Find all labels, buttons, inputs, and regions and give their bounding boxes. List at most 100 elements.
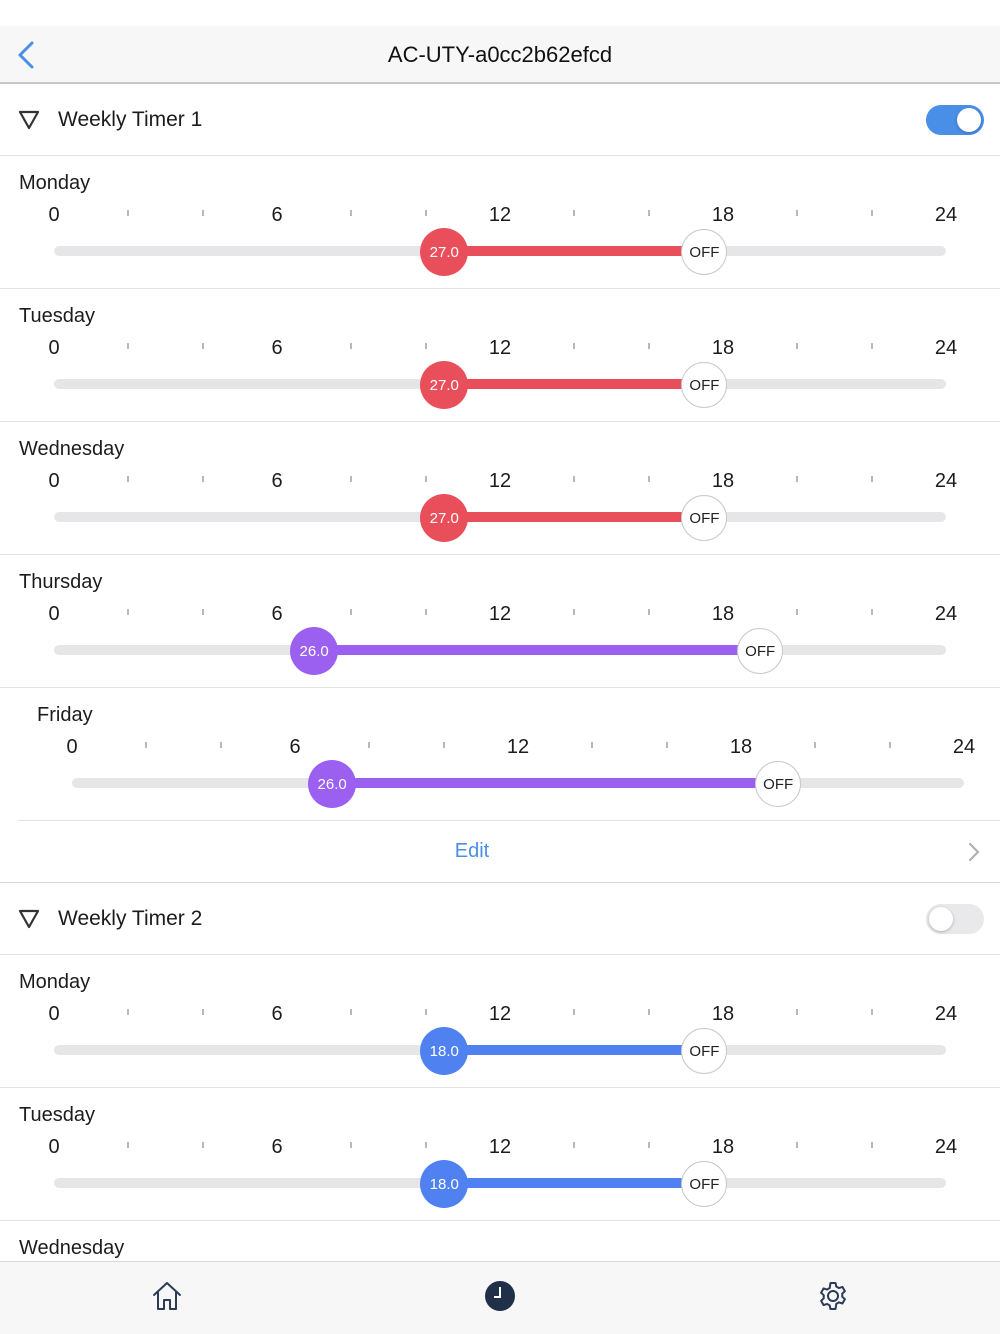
off-handle[interactable]: OFF — [681, 229, 728, 275]
tick-mark — [424, 343, 427, 349]
day-row[interactable]: Monday 0 6 12 18 24 18.0 OFF — [0, 955, 1000, 1088]
tick-mark — [127, 1142, 130, 1148]
day-name: Wednesday — [19, 438, 125, 460]
tick-mark — [573, 1142, 576, 1148]
triangle-down-icon[interactable] — [18, 909, 40, 929]
tick-mark — [201, 609, 204, 615]
temperature-handle[interactable]: 27.0 — [420, 361, 469, 409]
temperature-handle[interactable]: 26.0 — [308, 760, 357, 808]
timeline-range — [444, 1045, 705, 1055]
tick-mark — [201, 343, 204, 349]
tick-mark — [796, 210, 799, 216]
off-handle[interactable]: OFF — [681, 362, 728, 408]
timeline-range — [314, 645, 761, 655]
axis-label: 24 — [934, 1003, 958, 1025]
tick-mark — [201, 476, 204, 482]
axis-label: 12 — [488, 470, 512, 492]
day-row[interactable]: Tuesday 0 6 12 18 24 18.0 OFF — [0, 1088, 1000, 1221]
edit-button[interactable]: Edit — [454, 840, 490, 862]
timeline-range — [444, 246, 705, 256]
day-name: Monday — [19, 971, 91, 993]
tick-mark — [424, 210, 427, 216]
toggle-knob — [929, 907, 953, 931]
tick-mark — [350, 1142, 353, 1148]
temperature-handle[interactable]: 18.0 — [420, 1160, 469, 1208]
off-handle[interactable]: OFF — [755, 761, 802, 807]
timer-header-1[interactable]: Weekly Timer 1 — [0, 84, 1000, 156]
tick-mark — [573, 476, 576, 482]
timer-header-2[interactable]: Weekly Timer 2 — [0, 883, 1000, 955]
day-row[interactable]: Monday 0 6 12 18 24 27.0 OFF — [0, 156, 1000, 289]
axis-label: 24 — [934, 603, 958, 625]
tick-mark — [350, 1009, 353, 1015]
tick-mark — [127, 343, 130, 349]
day-row[interactable]: Tuesday 0 6 12 18 24 27.0 OFF — [0, 289, 1000, 422]
day-row[interactable]: Wednesday 0 6 12 18 24 27.0 OFF — [0, 422, 1000, 555]
axis-label: 18 — [711, 603, 735, 625]
axis-label: 24 — [934, 1136, 958, 1158]
temperature-handle[interactable]: 18.0 — [420, 1027, 469, 1075]
tick-mark — [870, 476, 873, 482]
axis-label: 0 — [66, 736, 78, 758]
tick-mark — [350, 210, 353, 216]
tick-mark — [219, 742, 222, 748]
off-handle[interactable]: OFF — [681, 1161, 728, 1207]
tick-mark — [127, 476, 130, 482]
tick-mark — [350, 476, 353, 482]
off-handle[interactable]: OFF — [737, 628, 784, 674]
temperature-handle[interactable]: 27.0 — [420, 228, 469, 276]
tick-mark — [350, 609, 353, 615]
axis-label: 6 — [271, 1003, 283, 1025]
day-row[interactable]: Friday 0 6 12 18 24 26.0 OFF — [18, 688, 1000, 821]
tick-mark — [201, 210, 204, 216]
chevron-right-icon — [968, 842, 980, 862]
day-row[interactable]: Wednesday — [0, 1221, 1000, 1261]
gear-icon — [820, 1282, 846, 1310]
triangle-down-icon[interactable] — [18, 110, 40, 130]
tick-mark — [647, 609, 650, 615]
axis-label: 12 — [488, 204, 512, 226]
axis-label: 0 — [48, 603, 60, 625]
tick-mark — [573, 1009, 576, 1015]
tick-mark — [870, 210, 873, 216]
status-bar — [0, 0, 1000, 26]
tick-mark — [870, 1142, 873, 1148]
tick-mark — [796, 1142, 799, 1148]
navigation-bar: AC-UTY-a0cc2b62efcd — [0, 26, 1000, 84]
axis-label: 0 — [48, 1136, 60, 1158]
tick-mark — [888, 742, 891, 748]
edit-row[interactable]: Edit — [0, 821, 1000, 883]
chevron-left-icon — [18, 41, 34, 69]
tick-mark — [424, 609, 427, 615]
axis-label: 18 — [711, 1136, 735, 1158]
timer-list[interactable]: Weekly Timer 1 Monday 0 6 12 18 24 27.0 OFF Tue… — [0, 84, 1000, 1261]
temperature-handle[interactable]: 27.0 — [420, 494, 469, 542]
tick-mark — [573, 210, 576, 216]
off-handle[interactable]: OFF — [681, 1028, 728, 1074]
tab-timer[interactable] — [480, 1276, 520, 1316]
axis-label: 24 — [934, 337, 958, 359]
timeline-range — [444, 512, 705, 522]
back-button[interactable] — [6, 34, 46, 76]
timer-toggle-2[interactable] — [926, 904, 984, 934]
tick-mark — [368, 742, 371, 748]
off-handle[interactable]: OFF — [681, 495, 728, 541]
tab-settings[interactable] — [813, 1276, 853, 1316]
tick-mark — [647, 476, 650, 482]
tick-mark — [127, 1009, 130, 1015]
tick-mark — [870, 1009, 873, 1015]
tab-home[interactable] — [147, 1276, 187, 1316]
clock-icon — [485, 1281, 515, 1311]
tick-mark — [145, 742, 148, 748]
day-row[interactable]: Thursday 0 6 12 18 24 26.0 OFF — [0, 555, 1000, 688]
tick-mark — [573, 609, 576, 615]
tick-mark — [870, 609, 873, 615]
tick-mark — [201, 1009, 204, 1015]
axis-label: 12 — [488, 1136, 512, 1158]
axis-label: 24 — [952, 736, 976, 758]
tick-mark — [350, 343, 353, 349]
temperature-handle[interactable]: 26.0 — [290, 627, 339, 675]
timer-toggle-1[interactable] — [926, 105, 984, 135]
axis-label: 18 — [711, 204, 735, 226]
tick-mark — [665, 742, 668, 748]
